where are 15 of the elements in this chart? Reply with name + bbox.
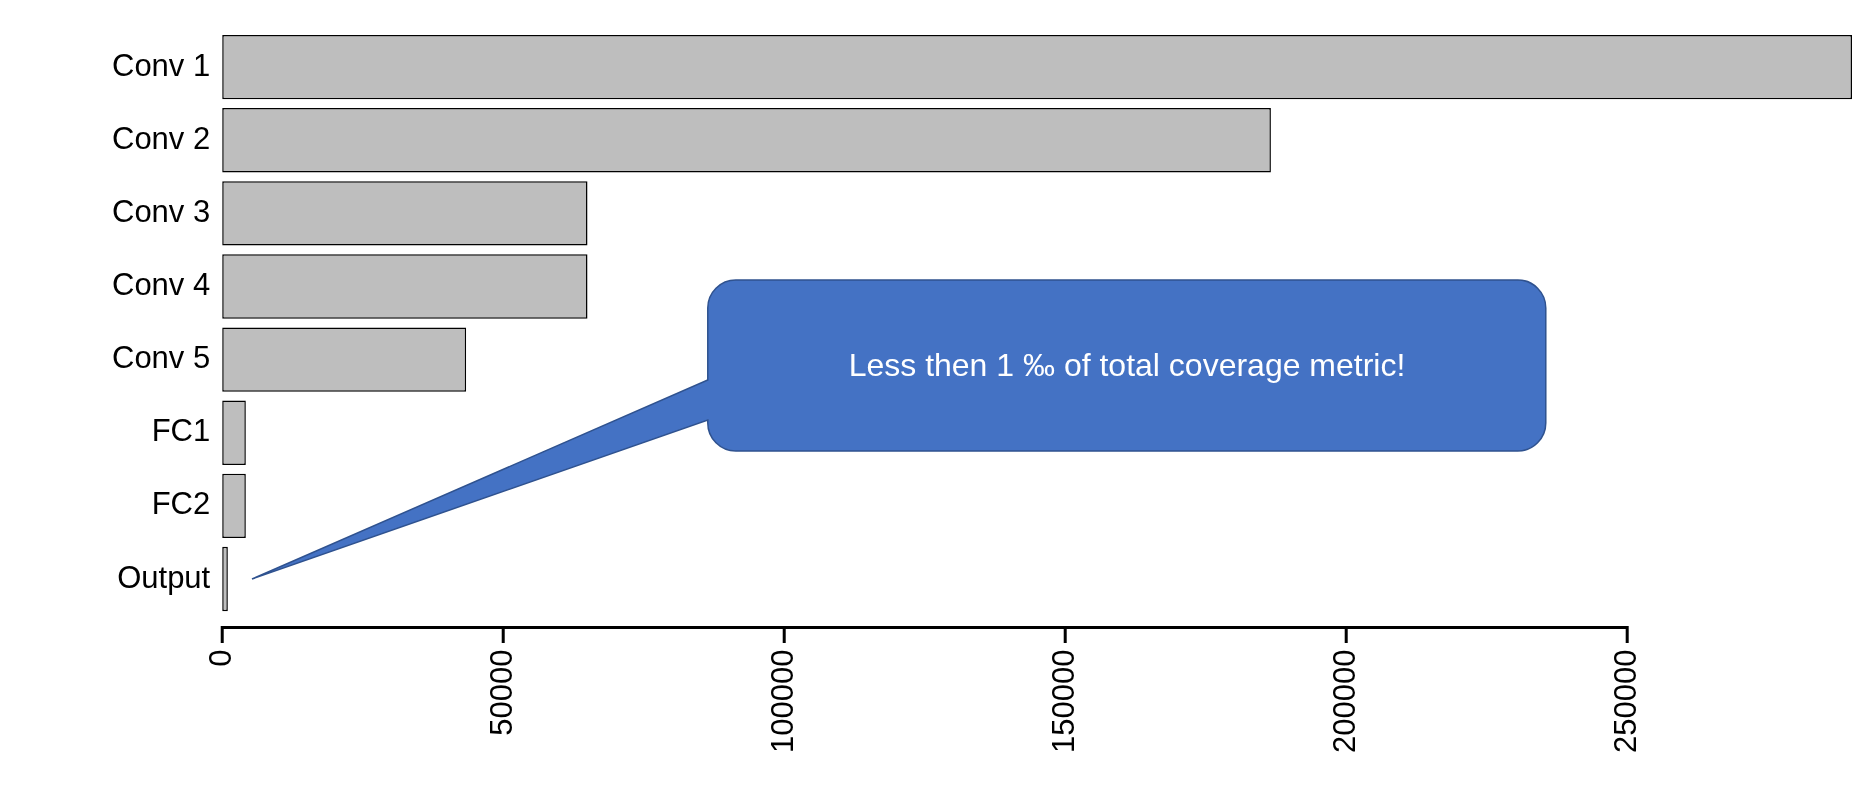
x-tick-label: 150000 <box>1045 649 1081 754</box>
x-tick-label: 200000 <box>1326 649 1362 754</box>
y-tick-label: Conv 2 <box>111 120 211 156</box>
annotation: Less then 1 ‰ of total coverage metric! <box>848 347 1406 384</box>
y-tick-label: Output <box>117 559 211 595</box>
y-tick-label: Conv 4 <box>111 267 211 303</box>
x-tick-label: 0 <box>202 649 238 667</box>
y-tick-label: Conv 3 <box>111 193 211 229</box>
y-tick-label: FC1 <box>151 413 211 449</box>
x-tick-label: 50000 <box>483 649 519 736</box>
y-tick-label: FC2 <box>151 486 211 522</box>
x-tick-label: 250000 <box>1607 649 1643 754</box>
y-tick-label: Conv 1 <box>111 47 211 83</box>
x-tick-label: 100000 <box>764 649 800 754</box>
y-tick-label: Conv 5 <box>111 340 211 376</box>
